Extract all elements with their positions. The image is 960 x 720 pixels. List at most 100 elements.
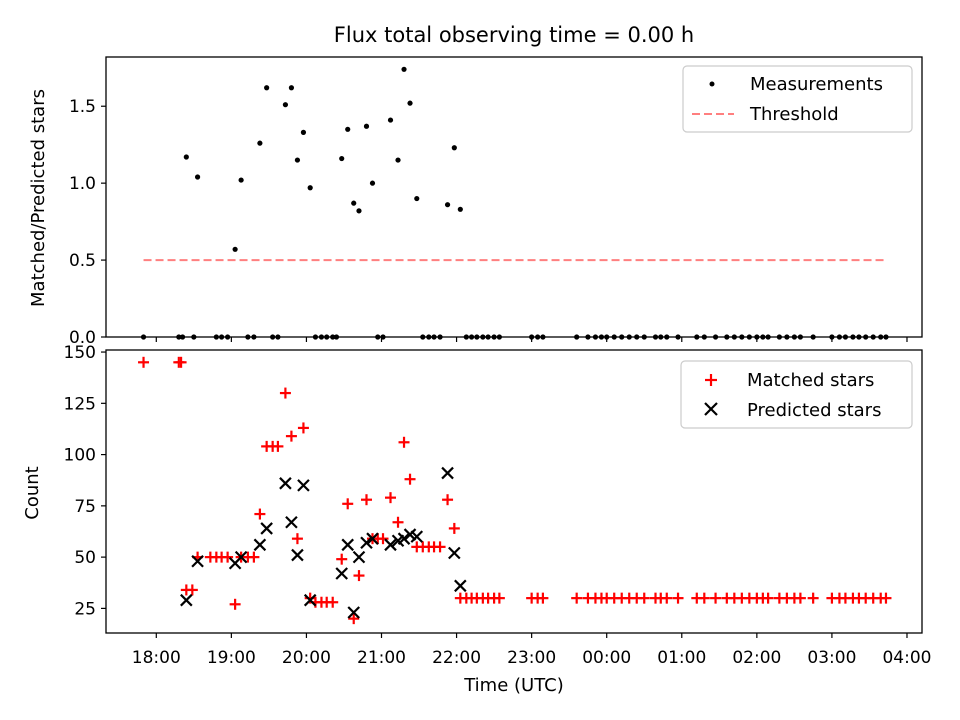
matched-star-point: [698, 592, 710, 604]
measurement-point: [282, 102, 289, 108]
predicted-star-point: [352, 550, 366, 564]
x-tick-label: 21:00: [357, 648, 406, 668]
matched-star-point: [353, 570, 365, 582]
bottom-x-ticks: 18:00 19:00 20:00 21:00 22:00 23:00 00:00 01:00…: [132, 633, 931, 668]
matched-star-point: [448, 522, 460, 534]
predicted-star-point: [234, 550, 248, 564]
predicted-star-point: [448, 546, 461, 560]
measurement-point: [401, 66, 407, 72]
predicted-star-point: [347, 606, 361, 619]
matched-star-point: [285, 430, 297, 442]
measurement-point: [457, 206, 463, 212]
matched-star-point: [880, 592, 892, 604]
predicted-star-point: [441, 466, 454, 480]
predicted-star-point: [454, 579, 467, 593]
predicted-star-point: [297, 479, 310, 492]
predicted-star-point: [366, 532, 379, 545]
top-panel: Matched/Predicted stars 0.0 0.5 1.0 1.5 Mea…: [28, 56, 923, 348]
measurement-point: [339, 155, 345, 162]
measurement-point: [194, 174, 201, 180]
predicted-star-point: [279, 477, 292, 490]
matched-star-point: [327, 596, 339, 608]
predicted-star-point: [253, 538, 267, 552]
bottom-y-tick-label: 25: [74, 599, 96, 619]
matched-star-point: [807, 592, 819, 604]
predicted-star-point: [341, 538, 354, 552]
measurement-point: [356, 208, 362, 214]
matched-star-point: [385, 492, 397, 504]
matched-star-point: [336, 553, 348, 565]
legend-predicted-marker: [704, 402, 718, 416]
matched-star-point: [222, 551, 234, 563]
bottom-y-tick-label: 125: [64, 394, 96, 414]
matched-star-point: [442, 494, 454, 506]
matched-star-point: [638, 592, 650, 604]
bottom-y-tick-label: 75: [74, 497, 96, 517]
measurement-point: [363, 123, 370, 129]
top-legend: Measurements Threshold: [682, 65, 913, 133]
bottom-y-tick-label: 150: [64, 343, 96, 363]
measurement-point: [238, 177, 244, 183]
x-tick-label: 00:00: [582, 648, 631, 668]
x-tick-label: 19:00: [207, 648, 256, 668]
measurement-point: [369, 180, 376, 186]
legend-threshold-label: Threshold: [749, 104, 839, 125]
matched-star-point: [377, 533, 389, 545]
top-y-tick-label: 0.0: [69, 328, 96, 348]
matched-star-point: [392, 516, 404, 528]
matched-star-point: [710, 592, 722, 604]
matched-star-point: [297, 422, 309, 434]
measurement-point: [444, 202, 451, 208]
x-tick-label: 03:00: [807, 648, 856, 668]
matched-star-point: [794, 592, 806, 604]
matched-star-point: [291, 533, 303, 545]
measurement-point: [257, 140, 263, 146]
measurement-point: [288, 85, 295, 91]
matched-star-point: [661, 592, 673, 604]
x-tick-label: 02:00: [732, 648, 781, 668]
measurement-point: [414, 195, 420, 202]
matched-star-point: [348, 613, 360, 625]
bottom-legend: Matched stars Predicted stars: [680, 360, 913, 429]
x-axis-label: Time (UTC): [463, 675, 564, 696]
top-legend-box: [682, 65, 913, 133]
predicted-star-point: [180, 593, 193, 607]
matched-star-point: [272, 440, 284, 452]
predicted-star-point: [191, 554, 204, 568]
legend-matched-marker: [705, 374, 717, 386]
matched-star-point: [571, 592, 583, 604]
matched-star-point: [360, 494, 372, 506]
matched-star-point: [138, 356, 150, 368]
chart-title: Flux total observing time = 0.00 h: [334, 23, 694, 47]
legend-measurements-marker: [709, 81, 715, 87]
bottom-marks: [138, 356, 892, 625]
top-y-tick-label: 1.5: [69, 97, 96, 117]
measurement-point: [451, 145, 457, 151]
measurement-point: [183, 154, 189, 160]
top-y-ticks: 0.0 0.5 1.0 1.5: [69, 97, 106, 348]
matched-star-point: [493, 592, 505, 604]
predicted-star-point: [303, 593, 317, 607]
predicted-star-point: [291, 548, 304, 562]
measurement-point: [294, 157, 301, 163]
matched-star-point: [175, 356, 187, 368]
matched-star-point: [404, 473, 416, 485]
x-tick-label: 22:00: [432, 648, 481, 668]
matched-star-point: [762, 592, 774, 604]
matched-star-point: [398, 436, 410, 448]
measurement-point: [345, 126, 351, 132]
bottom-panel: Count Time (UTC) 25 50 75 100 125 150 18:00 19…: [22, 343, 931, 696]
top-y-tick-label: 1.0: [69, 174, 96, 194]
top-y-axis-label: Matched/Predicted stars: [28, 89, 49, 307]
x-tick-label: 18:00: [132, 648, 181, 668]
legend-measurements-label: Measurements: [750, 74, 883, 95]
bottom-y-axis-label: Count: [22, 466, 43, 519]
predicted-star-point: [410, 530, 424, 543]
measurement-point: [387, 117, 394, 123]
measurement-point: [264, 85, 270, 91]
x-tick-label: 20:00: [282, 648, 331, 668]
matched-star-point: [279, 387, 291, 399]
predicted-star-point: [335, 567, 348, 580]
measurement-point: [307, 185, 313, 191]
